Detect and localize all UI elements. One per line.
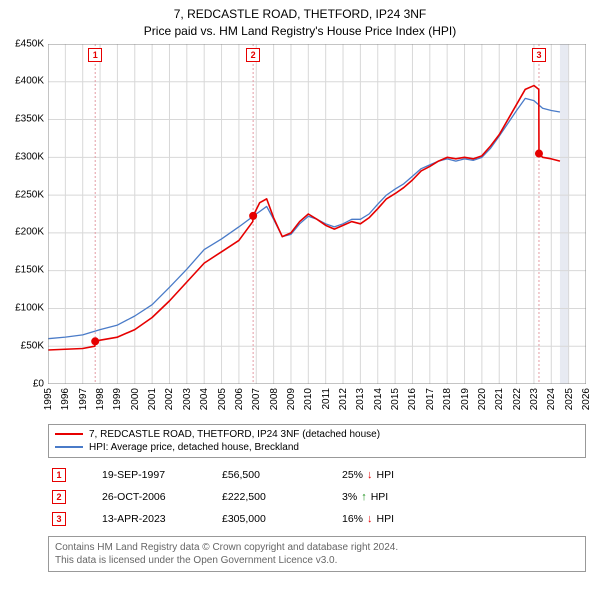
sale-row-marker: 1 — [52, 468, 66, 482]
sale-delta: 25% ↓ HPI — [342, 469, 394, 481]
arrow-up-icon: ↑ — [361, 491, 367, 503]
x-tick-label: 2004 — [199, 388, 210, 410]
x-tick-label: 2003 — [182, 388, 193, 410]
sale-row: 1 19-SEP-1997£56,50025% ↓ HPI — [48, 464, 586, 486]
y-tick-label: £450K — [15, 38, 44, 49]
x-tick-label: 2014 — [373, 388, 384, 410]
x-tick-label: 2017 — [425, 388, 436, 410]
delta-label: HPI — [377, 513, 395, 525]
x-tick-label: 2025 — [564, 388, 575, 410]
x-tick-label: 2009 — [286, 388, 297, 410]
sale-row: 3 13-APR-2023£305,00016% ↓ HPI — [48, 508, 586, 530]
legend: 7, REDCASTLE ROAD, THETFORD, IP24 3NF (d… — [48, 424, 586, 458]
sale-date: 19-SEP-1997 — [102, 469, 222, 481]
sales-table: 1 19-SEP-1997£56,50025% ↓ HPI 2 26-OCT-2006… — [48, 464, 586, 530]
sale-marker-box: 1 — [88, 48, 102, 62]
delta-pct: 16% — [342, 513, 363, 525]
x-tick-label: 2024 — [546, 388, 557, 410]
delta-label: HPI — [371, 491, 389, 503]
sale-price: £305,000 — [222, 513, 342, 525]
footer-line2: This data is licensed under the Open Gov… — [55, 554, 579, 567]
y-tick-label: £50K — [21, 340, 44, 351]
x-tick-label: 1995 — [43, 388, 54, 410]
chart-svg — [48, 44, 586, 384]
x-tick-label: 2002 — [164, 388, 175, 410]
x-tick-label: 2001 — [147, 388, 158, 410]
y-axis-labels: £0£50K£100K£150K£200K£250K£300K£350K£400… — [2, 44, 44, 384]
sale-marker-box: 3 — [532, 48, 546, 62]
x-tick-label: 1996 — [60, 388, 71, 410]
delta-pct: 25% — [342, 469, 363, 481]
x-tick-label: 2011 — [321, 388, 332, 410]
x-tick-label: 2000 — [130, 388, 141, 410]
sale-row: 2 26-OCT-2006£222,5003% ↑ HPI — [48, 486, 586, 508]
legend-label: HPI: Average price, detached house, Brec… — [89, 442, 299, 453]
legend-swatch — [55, 446, 83, 448]
x-tick-label: 2026 — [581, 388, 592, 410]
x-tick-label: 2010 — [303, 388, 314, 410]
delta-label: HPI — [377, 469, 395, 481]
y-tick-label: £150K — [15, 265, 44, 276]
y-tick-label: £300K — [15, 151, 44, 162]
sale-date: 13-APR-2023 — [102, 513, 222, 525]
legend-item: 7, REDCASTLE ROAD, THETFORD, IP24 3NF (d… — [55, 428, 579, 441]
x-tick-label: 2012 — [338, 388, 349, 410]
x-tick-label: 1998 — [95, 388, 106, 410]
x-tick-label: 2005 — [217, 388, 228, 410]
y-tick-label: £350K — [15, 114, 44, 125]
sale-price: £222,500 — [222, 491, 342, 503]
x-tick-label: 2006 — [234, 388, 245, 410]
title-line1: 7, REDCASTLE ROAD, THETFORD, IP24 3NF — [0, 6, 600, 23]
sale-row-marker: 3 — [52, 512, 66, 526]
x-tick-label: 2016 — [407, 388, 418, 410]
x-axis-labels: 1995199619971998199920002001200220032004… — [48, 386, 586, 418]
x-tick-label: 2015 — [390, 388, 401, 410]
chart-area: £0£50K£100K£150K£200K£250K£300K£350K£400… — [48, 44, 586, 384]
y-tick-label: £250K — [15, 189, 44, 200]
x-tick-label: 2018 — [442, 388, 453, 410]
chart-title: 7, REDCASTLE ROAD, THETFORD, IP24 3NF Pr… — [0, 0, 600, 40]
arrow-down-icon: ↓ — [367, 513, 373, 525]
footer-line1: Contains HM Land Registry data © Crown c… — [55, 541, 579, 554]
x-tick-label: 2021 — [494, 388, 505, 410]
sale-price: £56,500 — [222, 469, 342, 481]
arrow-down-icon: ↓ — [367, 469, 373, 481]
legend-label: 7, REDCASTLE ROAD, THETFORD, IP24 3NF (d… — [89, 429, 380, 440]
x-tick-label: 2013 — [355, 388, 366, 410]
x-tick-label: 2023 — [529, 388, 540, 410]
x-tick-label: 2019 — [460, 388, 471, 410]
x-tick-label: 2022 — [512, 388, 523, 410]
sale-marker-box: 2 — [246, 48, 260, 62]
legend-swatch — [55, 433, 83, 435]
title-line2: Price paid vs. HM Land Registry's House … — [0, 23, 600, 40]
y-tick-label: £400K — [15, 76, 44, 87]
y-tick-label: £100K — [15, 303, 44, 314]
delta-pct: 3% — [342, 491, 357, 503]
sale-row-marker: 2 — [52, 490, 66, 504]
sale-delta: 16% ↓ HPI — [342, 513, 394, 525]
y-tick-label: £200K — [15, 227, 44, 238]
sale-delta: 3% ↑ HPI — [342, 491, 388, 503]
x-tick-label: 2007 — [251, 388, 262, 410]
x-tick-label: 1999 — [112, 388, 123, 410]
legend-item: HPI: Average price, detached house, Brec… — [55, 441, 579, 454]
data-attribution: Contains HM Land Registry data © Crown c… — [48, 536, 586, 572]
x-tick-label: 1997 — [78, 388, 89, 410]
x-tick-label: 2008 — [269, 388, 280, 410]
sale-date: 26-OCT-2006 — [102, 491, 222, 503]
x-tick-label: 2020 — [477, 388, 488, 410]
